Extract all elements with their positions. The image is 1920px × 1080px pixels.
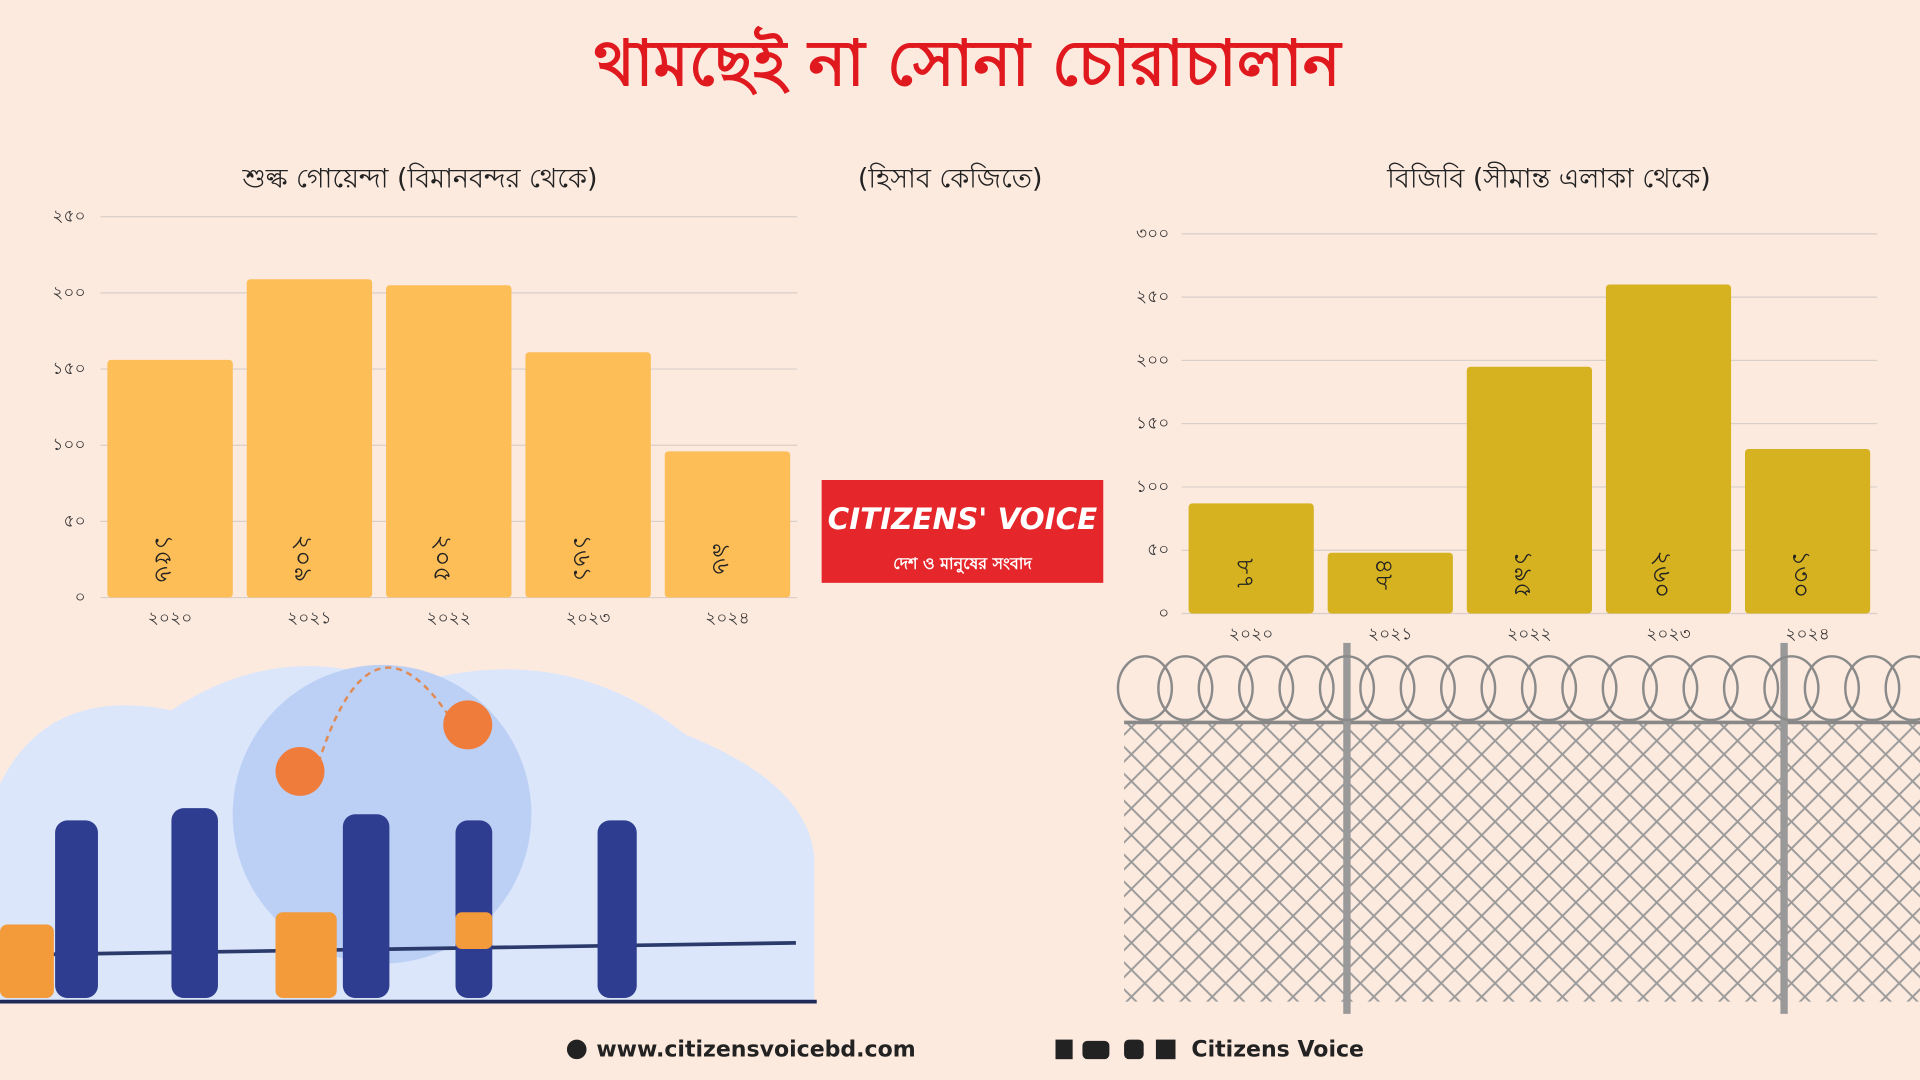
y-tick-label: ৫০ bbox=[63, 511, 85, 531]
value-label: ৯৬ bbox=[707, 542, 736, 574]
fence-mesh bbox=[1124, 722, 1920, 1002]
bar bbox=[386, 285, 512, 598]
value-label: ৮৭ bbox=[1231, 558, 1260, 590]
coil-loop bbox=[1278, 655, 1335, 722]
x-tick-label: ২০২৪ bbox=[1785, 624, 1830, 644]
value-label: ২০৯ bbox=[289, 535, 318, 583]
footer-social: Citizens Voice bbox=[1191, 1038, 1364, 1063]
coil-loop bbox=[1682, 655, 1739, 722]
coil-loop bbox=[1237, 655, 1295, 722]
value-label: ১৩০ bbox=[1787, 550, 1816, 598]
footer: www.citizensvoicebd.com Citizens Voice bbox=[566, 1038, 1364, 1063]
x-tick-label: ২০২২ bbox=[1507, 624, 1552, 644]
bar bbox=[1466, 366, 1592, 614]
value-label: ১৯৫ bbox=[1509, 550, 1538, 598]
y-tick-label: ২০০ bbox=[52, 283, 85, 303]
x-tick-label: ২০২২ bbox=[427, 608, 472, 628]
bar bbox=[664, 451, 791, 598]
bar bbox=[246, 279, 373, 598]
value-label: ২৬০ bbox=[1648, 550, 1677, 598]
logo-tagline: দেশ ও মানুষের সংবাদ bbox=[893, 554, 1032, 574]
y-tick-label: ১০০ bbox=[1136, 477, 1169, 497]
fence-illustration bbox=[1116, 642, 1920, 1014]
x-tick-label: ২০২০ bbox=[148, 608, 193, 628]
x-tick-label: ২০২০ bbox=[1229, 624, 1274, 644]
coil-loop bbox=[1399, 655, 1456, 722]
bar bbox=[1188, 503, 1314, 614]
value-label: ১৬১ bbox=[568, 535, 597, 583]
pin bbox=[443, 700, 493, 750]
bar bbox=[1744, 448, 1871, 614]
x-tick-label: ২০২১ bbox=[287, 608, 332, 628]
coil-loop bbox=[1440, 655, 1497, 722]
social-icon bbox=[1055, 1039, 1073, 1060]
globe-icon bbox=[566, 1039, 587, 1060]
coil-loop bbox=[1642, 655, 1699, 722]
x-tick-label: ২০২৪ bbox=[705, 608, 750, 628]
coil-loop bbox=[1844, 655, 1901, 722]
y-tick-label: ১০০ bbox=[52, 435, 85, 455]
x-tick-label: ২০২৩ bbox=[1646, 624, 1691, 644]
unit-note: (হিসাব কেজিতে) bbox=[858, 163, 1043, 195]
queue-rope bbox=[0, 941, 796, 957]
pin bbox=[275, 746, 325, 796]
x-tick-label: ২০২৩ bbox=[566, 608, 611, 628]
coil-loop bbox=[1116, 655, 1174, 722]
route bbox=[311, 666, 455, 785]
y-tick-label: ৩০০ bbox=[1136, 224, 1169, 244]
luggage bbox=[0, 912, 493, 998]
bar bbox=[525, 352, 651, 598]
coil-loop bbox=[1561, 655, 1618, 722]
coil-loop bbox=[1318, 655, 1376, 722]
bar bbox=[107, 359, 233, 598]
social-icon bbox=[1082, 1040, 1110, 1060]
coil-loop bbox=[1884, 655, 1920, 722]
bar-chart: শুল্ক গোয়েন্দা (বিমানবন্দর থেকে) ০ ৫০ ১০০ ১… bbox=[52, 163, 798, 628]
coil-loop bbox=[1601, 655, 1658, 722]
y-tick-label: ২০০ bbox=[1136, 350, 1169, 370]
coil-loop bbox=[1480, 655, 1537, 722]
coil-loop bbox=[1803, 655, 1860, 722]
barbed-coil bbox=[1116, 655, 1920, 722]
bar bbox=[1605, 284, 1732, 614]
coil-loop bbox=[1520, 655, 1578, 722]
y-tick-label: ১৫০ bbox=[52, 359, 85, 379]
y-tick-label: ২৫০ bbox=[1136, 287, 1169, 307]
coil-loop bbox=[1359, 655, 1416, 722]
value-label: ৪৮ bbox=[1370, 558, 1399, 590]
coil-loop bbox=[1157, 655, 1214, 722]
value-label: ১৫৬ bbox=[150, 535, 179, 583]
value-label: ২০৫ bbox=[428, 535, 457, 583]
x-tick-label: ২০২১ bbox=[1368, 624, 1413, 644]
people bbox=[55, 808, 637, 998]
y-tick-label: ১৫০ bbox=[1136, 414, 1169, 434]
y-tick-label: ৫০ bbox=[1147, 540, 1169, 560]
page-title: থামছেই না সোনা চোরাচালান bbox=[594, 25, 1344, 101]
y-tick-label: ০ bbox=[1158, 603, 1169, 623]
coil-loop bbox=[1197, 655, 1254, 722]
social-icon bbox=[1124, 1039, 1144, 1060]
bar-chart: বিজিবি (সীমান্ত এলাকা থেকে) ০ ৫০ ১০০ ১৫০ ২০০ ২… bbox=[1136, 162, 1878, 644]
logo-name: CITIZENS' VOICE bbox=[828, 502, 1098, 536]
chart-title: বিজিবি (সীমান্ত এলাকা থেকে) bbox=[1386, 162, 1711, 195]
y-tick-label: ২৫০ bbox=[52, 207, 85, 227]
coil-loop bbox=[1763, 655, 1820, 722]
y-tick-label: ০ bbox=[75, 588, 86, 608]
bar bbox=[1327, 552, 1453, 614]
logo: CITIZENS' VOICE দেশ ও মানুষের সংবাদ bbox=[821, 480, 1104, 583]
logo-box bbox=[821, 480, 1104, 583]
travel-illustration bbox=[0, 664, 817, 1004]
coil-loop bbox=[1722, 655, 1780, 722]
social-icon bbox=[1155, 1039, 1176, 1060]
footer-website: www.citizensvoicebd.com bbox=[596, 1038, 915, 1063]
chart-title: শুল্ক গোয়েন্দা (বিমানবন্দর থেকে) bbox=[242, 163, 598, 195]
